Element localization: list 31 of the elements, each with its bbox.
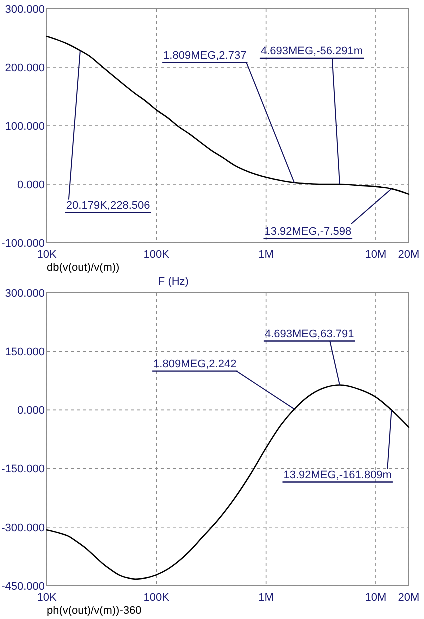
x-tick-label: 10M bbox=[365, 592, 387, 604]
x-tick-label: 20M bbox=[398, 249, 420, 261]
text: ph(v(out)/v(m))-360 bbox=[47, 605, 142, 617]
x-tick-label: 1M bbox=[258, 592, 274, 604]
annotation: 1.809MEG,2.242 bbox=[154, 358, 237, 370]
x-tick-label: 100K bbox=[144, 592, 170, 604]
y-tick-label: 0.000 bbox=[17, 179, 45, 192]
y-tick-label: 150.000 bbox=[5, 346, 45, 358]
annotation: 13.92MEG,-161.809m bbox=[284, 469, 392, 482]
x-tick-label: 10M bbox=[365, 249, 387, 261]
x-tick-label: 1M bbox=[258, 249, 274, 261]
y-tick-label: 100.000 bbox=[5, 120, 45, 133]
x-tick-label: 100K bbox=[144, 249, 170, 261]
y-tick-label: 300.000 bbox=[5, 288, 45, 300]
x-tick-label: 10K bbox=[37, 249, 58, 261]
x-tick-label: 20M bbox=[398, 592, 420, 604]
annotation: 13.92MEG,-7.598 bbox=[264, 226, 352, 238]
y-tick-label: -150.000 bbox=[2, 464, 45, 476]
text: db(v(out)/v(m)) bbox=[47, 262, 120, 274]
annotation: 4.693MEG,-56.291m bbox=[260, 46, 364, 58]
annotation: 20.179K,228.506 bbox=[66, 200, 150, 212]
x-axis-title: F (Hz) bbox=[158, 276, 189, 288]
y-tick-label: -450.000 bbox=[2, 580, 45, 593]
y-tick-label: 300.000 bbox=[5, 4, 45, 16]
annotation: 1.809MEG,2.737 bbox=[164, 50, 247, 62]
x-tick-label: 10K bbox=[37, 592, 58, 604]
annotation: 4.693MEG,63.791 bbox=[264, 328, 354, 340]
y-tick-label: 0.000 bbox=[17, 405, 45, 418]
y-tick-label: 200.000 bbox=[5, 62, 45, 74]
y-tick-label: -100.000 bbox=[2, 238, 45, 250]
y-tick-label: -300.000 bbox=[2, 522, 45, 534]
